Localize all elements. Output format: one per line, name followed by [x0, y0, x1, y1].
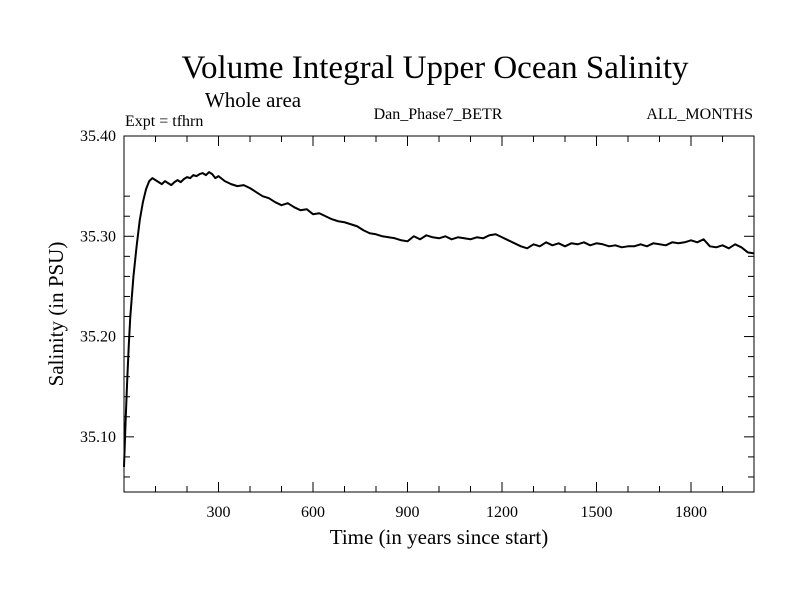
x-tick-label: 600	[301, 504, 325, 521]
y-tick-label: 35.30	[80, 228, 116, 245]
x-axis-label: Time (in years since start)	[330, 525, 549, 549]
y-axis-ticks: 35.10 35.20 35.30 35.40	[80, 128, 754, 478]
x-tick-label: 1200	[486, 504, 518, 521]
y-tick-label: 35.10	[80, 429, 116, 446]
y-axis-label: Salinity (in PSU)	[44, 242, 68, 387]
chart-subtitle: Whole area	[205, 88, 302, 112]
experiment-label: Expt = tfhrn	[125, 113, 203, 130]
y-tick-label: 35.20	[80, 329, 116, 346]
x-tick-label: 900	[396, 504, 420, 521]
run-label: Dan_Phase7_BETR	[374, 106, 503, 123]
chart-title: Volume Integral Upper Ocean Salinity	[181, 50, 689, 86]
period-label: ALL_MONTHS	[646, 106, 753, 123]
salinity-series-line	[123, 171, 755, 467]
y-tick-label: 35.40	[80, 128, 116, 145]
x-tick-label: 1800	[675, 504, 707, 521]
x-tick-label: 1500	[581, 504, 613, 521]
x-tick-label: 300	[207, 504, 231, 521]
plot-frame	[123, 135, 755, 493]
x-axis-ticks: 300 600 900 1200 1500 1800	[155, 136, 723, 521]
